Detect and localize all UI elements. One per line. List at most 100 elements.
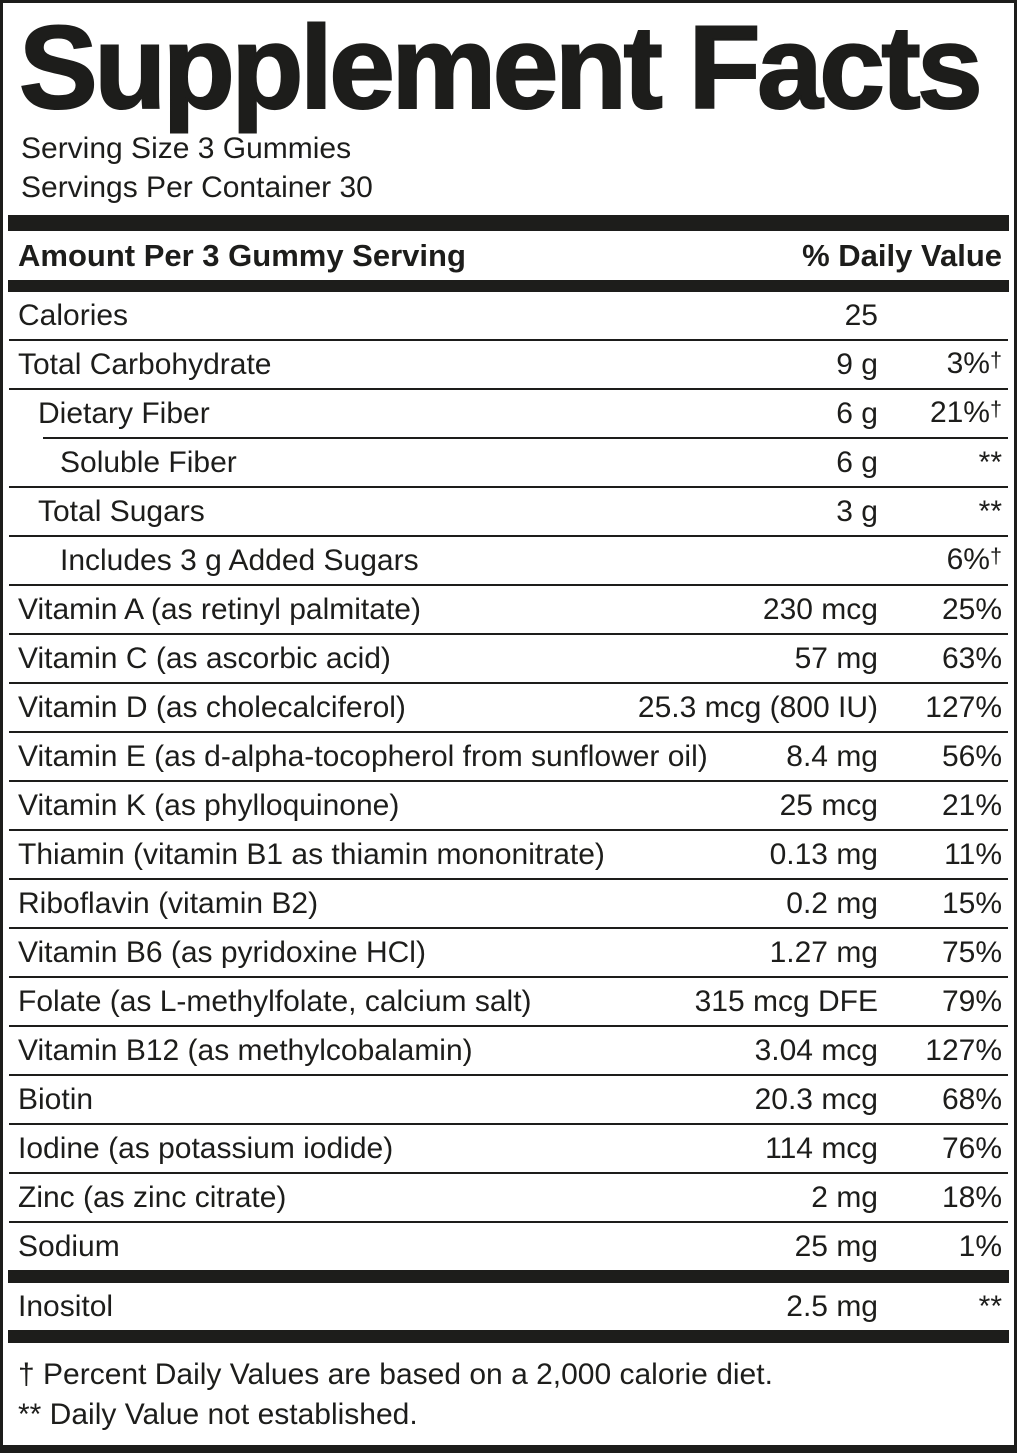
table-row-total-sugars: Total Sugars 3 g ** <box>3 488 1014 535</box>
table-row-sodium: Sodium 25 mg 1% <box>3 1223 1014 1270</box>
table-row-riboflavin: Riboflavin (vitamin B2) 0.2 mg 15% <box>3 880 1014 927</box>
amount-column-header: Amount Per 3 Gummy Serving <box>18 237 466 273</box>
table-row-dietary-fiber: Dietary Fiber 6 g 21%† <box>3 390 1014 437</box>
dagger-symbol: † <box>989 347 1002 373</box>
nutrient-name: Dietary Fiber <box>38 396 210 430</box>
row-separator <box>9 829 1008 831</box>
nutrient-daily-value: ** <box>878 495 1002 529</box>
nutrient-amount: 8.4 mg <box>786 739 878 773</box>
nutrient-amount: 57 mg <box>794 641 878 675</box>
daily-value-text: 75% <box>941 935 1002 969</box>
nutrient-amount: 25 mg <box>794 1229 878 1263</box>
daily-value-text: 68% <box>941 1082 1002 1116</box>
daily-value-text: 11% <box>944 837 1002 871</box>
nutrient-amount: 25 <box>844 298 878 332</box>
row-separator <box>9 486 1008 488</box>
nutrient-name: Riboflavin (vitamin B2) <box>18 886 319 920</box>
nutrient-daily-value: 127% <box>878 1034 1002 1068</box>
daily-value-text: ** <box>978 494 1002 528</box>
row-separator <box>9 1172 1008 1174</box>
table-row-vitamin-d: Vitamin D (as cholecalciferol) 25.3 mcg … <box>3 684 1014 731</box>
row-separator <box>9 1221 1008 1223</box>
daily-value-text: 127% <box>925 1033 1002 1067</box>
daily-value-text: 1% <box>958 1229 1002 1263</box>
daily-value-text: 15% <box>941 886 1002 920</box>
footnote-percent-daily-value: † Percent Daily Values are based on a 2,… <box>18 1358 773 1391</box>
footnotes: † Percent Daily Values are based on a 2,… <box>3 1343 1014 1435</box>
nutrient-daily-value: 76% <box>878 1132 1002 1166</box>
daily-value-text: 21% <box>941 788 1002 822</box>
nutrient-name: Vitamin K (as phylloquinone) <box>18 788 400 822</box>
nutrient-amount: 315 mcg DFE <box>694 984 878 1018</box>
daily-value-text: 25% <box>941 592 1002 626</box>
nutrient-daily-value: 18% <box>878 1181 1002 1215</box>
table-row-folate: Folate (as L-methylfolate, calcium salt)… <box>3 978 1014 1025</box>
daily-value-column-header: % Daily Value <box>802 237 1002 273</box>
nutrient-name: Soluble Fiber <box>60 445 237 479</box>
table-row-vitamin-a: Vitamin A (as retinyl palmitate) 230 mcg… <box>3 586 1014 633</box>
nutrient-name: Folate (as L-methylfolate, calcium salt) <box>18 984 532 1018</box>
nutrient-amount: 25.3 mcg (800 IU) <box>637 690 878 724</box>
footnote-not-established: ** Daily Value not established. <box>18 1398 418 1431</box>
nutrient-name: Calories <box>18 298 129 332</box>
dagger-symbol: † <box>989 543 1002 569</box>
nutrient-amount: 6 g <box>836 396 878 430</box>
table-row-zinc: Zinc (as zinc citrate) 2 mg 18% <box>3 1174 1014 1221</box>
daily-value-text: 18% <box>941 1180 1002 1214</box>
nutrient-daily-value: 63% <box>878 642 1002 676</box>
table-row-soluble-fiber: Soluble Fiber 6 g ** <box>3 439 1014 486</box>
nutrient-name: Biotin <box>18 1082 94 1116</box>
nutrient-daily-value: 21%† <box>878 396 1002 430</box>
nutrient-daily-value: 1% <box>878 1230 1002 1264</box>
nutrient-name: Iodine (as potassium iodide) <box>18 1131 394 1165</box>
nutrient-amount: 3.04 mcg <box>754 1033 878 1067</box>
nutrient-amount: 0.2 mg <box>786 886 878 920</box>
row-separator <box>9 878 1008 880</box>
nutrient-amount: 114 mcg <box>765 1131 878 1165</box>
column-header-row: Amount Per 3 Gummy Serving % Daily Value <box>3 231 1014 280</box>
nutrient-daily-value: 21% <box>878 789 1002 823</box>
nutrient-amount: 20.3 mcg <box>754 1082 878 1116</box>
servings-per-container: Servings Per Container 30 <box>21 171 373 204</box>
nutrient-amount: 1.27 mg <box>769 935 878 969</box>
nutrient-daily-value: 15% <box>878 887 1002 921</box>
nutrient-daily-value: 68% <box>878 1083 1002 1117</box>
nutrient-amount: 2 mg <box>811 1180 878 1214</box>
nutrient-daily-value: 127% <box>878 691 1002 725</box>
nutrient-daily-value: 79% <box>878 985 1002 1019</box>
table-row-vitamin-k: Vitamin K (as phylloquinone) 25 mcg 21% <box>3 782 1014 829</box>
nutrient-daily-value: ** <box>878 446 1002 480</box>
daily-value-text: ** <box>978 1289 1002 1323</box>
nutrient-daily-value: 56% <box>878 740 1002 774</box>
nutrient-name: Vitamin B12 (as methylcobalamin) <box>18 1033 473 1067</box>
nutrient-daily-value: 25% <box>878 593 1002 627</box>
nutrient-amount: 6 g <box>836 445 878 479</box>
table-row-vitamin-c: Vitamin C (as ascorbic acid) 57 mg 63% <box>3 635 1014 682</box>
nutrient-name: Includes 3 g Added Sugars <box>60 543 419 577</box>
thick-divider-inositol <box>8 1330 1009 1343</box>
thick-divider-sodium <box>8 1270 1009 1283</box>
nutrient-daily-value: 11% <box>878 838 1002 872</box>
thick-divider-header <box>8 280 1009 292</box>
row-separator <box>9 1074 1008 1076</box>
row-separator <box>9 535 1008 537</box>
daily-value-text: 63% <box>941 641 1002 675</box>
table-row-total-carbohydrate: Total Carbohydrate 9 g 3%† <box>3 341 1014 388</box>
nutrient-daily-value: 6%† <box>878 543 1002 577</box>
serving-info: Serving Size 3 Gummies Servings Per Cont… <box>3 127 1014 215</box>
table-row-iodine: Iodine (as potassium iodide) 114 mcg 76% <box>3 1125 1014 1172</box>
table-row-added-sugars: Includes 3 g Added Sugars 6%† <box>3 537 1014 584</box>
daily-value-text: 76% <box>941 1131 1002 1165</box>
table-row-inositol: Inositol 2.5 mg ** <box>3 1283 1014 1330</box>
nutrient-daily-value: 3%† <box>878 347 1002 381</box>
nutrient-amount: 3 g <box>836 494 878 528</box>
daily-value-text: ** <box>978 445 1002 479</box>
nutrient-name: Zinc (as zinc citrate) <box>18 1180 287 1214</box>
nutrient-name: Total Carbohydrate <box>18 347 272 381</box>
nutrient-amount: 2.5 mg <box>786 1289 878 1323</box>
daily-value-text: 21% <box>929 396 990 430</box>
row-separator <box>9 339 1008 341</box>
row-separator <box>9 976 1008 978</box>
daily-value-text: 56% <box>941 739 1002 773</box>
